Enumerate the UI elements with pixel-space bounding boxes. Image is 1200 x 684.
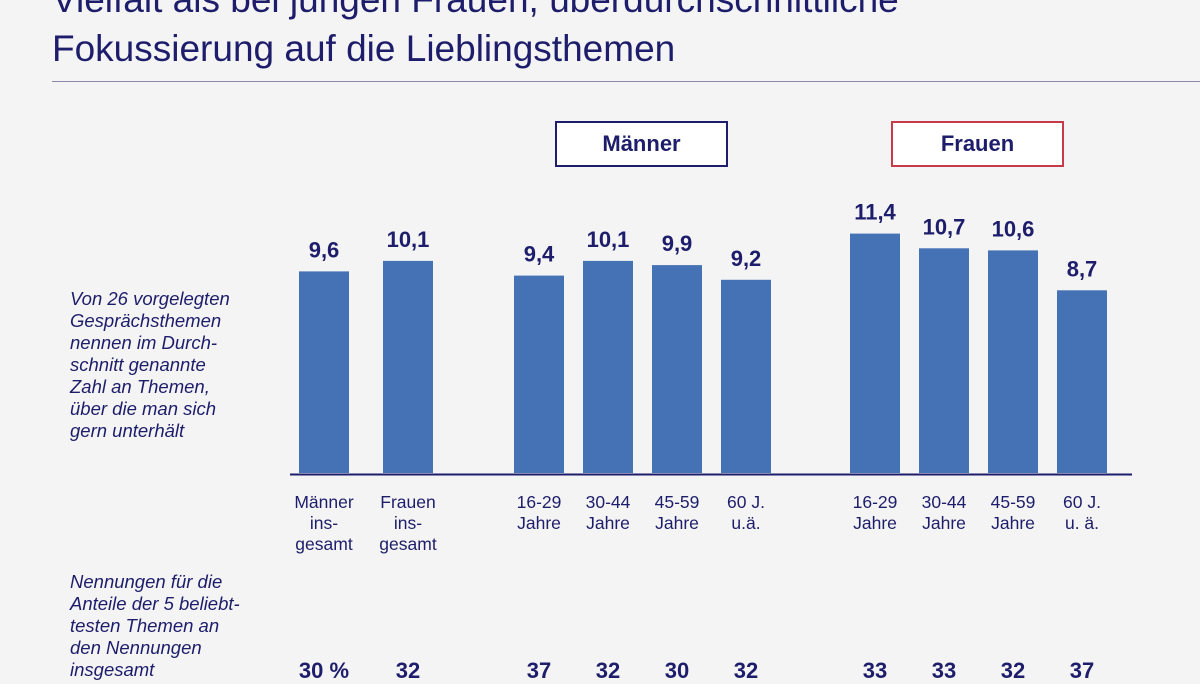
top5-share-1: 32 — [395, 658, 421, 683]
value-label-1: 10,1 — [387, 227, 430, 252]
x-tick-label-9: 60 J. u. ä. — [1063, 492, 1101, 533]
bar-3 — [583, 260, 633, 473]
note-top5-share: Nennungen für die Anteile der 5 beliebt-… — [70, 571, 240, 680]
x-tick-label-8: 45-59 Jahre — [990, 492, 1036, 533]
group-label-men: Männer — [555, 121, 728, 167]
bar-0 — [299, 271, 349, 473]
bar-2 — [514, 275, 564, 473]
page-title-line-2: Fokussierung auf die Lieblingsthemen — [52, 28, 676, 69]
bar-6 — [850, 233, 900, 473]
value-label-2: 9,4 — [524, 242, 555, 267]
bar-9 — [1057, 290, 1107, 473]
value-label-8: 10,6 — [992, 216, 1035, 241]
value-label-5: 9,2 — [731, 246, 762, 271]
bar-4 — [652, 265, 702, 473]
top5-share-0: 30 % — [298, 658, 350, 683]
value-label-3: 10,1 — [587, 227, 630, 252]
x-tick-label-4: 45-59 Jahre — [654, 492, 700, 533]
page-title-line-1: Vielfalt als bei jungen Frauen, überdurc… — [52, 0, 899, 22]
x-tick-label-5: 60 J. u.ä. — [727, 492, 765, 533]
value-label-4: 9,9 — [662, 231, 693, 256]
x-tick-label-1: Frauen ins- gesamt — [379, 492, 437, 554]
value-label-9: 8,7 — [1067, 256, 1098, 281]
title-divider — [52, 81, 1200, 82]
top5-share-5: 32 — [733, 658, 759, 683]
x-tick-label-7: 30-44 Jahre — [921, 492, 967, 533]
x-tick-label-3: 30-44 Jahre — [585, 492, 631, 533]
value-label-0: 9,6 — [309, 237, 340, 262]
top5-share-9: 37 — [1069, 658, 1095, 683]
x-tick-label-6: 16-29 Jahre — [852, 492, 898, 533]
bar-1 — [383, 260, 433, 473]
x-tick-label-0: Männer ins- gesamt — [294, 492, 354, 554]
x-tick-label-2: 16-29 Jahre — [516, 492, 562, 533]
bar-7 — [919, 248, 969, 473]
value-label-6: 11,4 — [854, 200, 896, 225]
group-label-women: Frauen — [891, 121, 1064, 167]
bar-5 — [721, 279, 771, 473]
note-average-topics: Von 26 vorgelegten Gesprächsthemen nenne… — [70, 288, 230, 441]
bar-8 — [988, 250, 1038, 473]
value-label-7: 10,7 — [923, 214, 966, 239]
